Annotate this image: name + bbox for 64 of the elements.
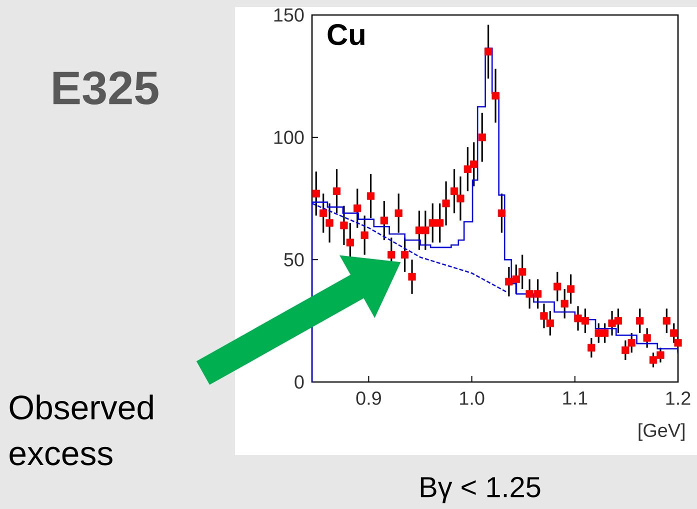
x-axis-title: [GeV] bbox=[638, 423, 684, 441]
point bbox=[380, 216, 388, 224]
y-tick-label: 150 bbox=[274, 8, 304, 22]
x-tick-label: 1.0 bbox=[460, 392, 484, 405]
point bbox=[450, 187, 458, 195]
point bbox=[332, 187, 341, 195]
point bbox=[312, 190, 320, 198]
point bbox=[484, 48, 492, 56]
point bbox=[428, 219, 436, 227]
point bbox=[360, 231, 368, 239]
point bbox=[566, 285, 575, 293]
annotation: Cu bbox=[328, 24, 364, 46]
point bbox=[518, 268, 526, 276]
point bbox=[614, 317, 622, 325]
point bbox=[505, 278, 513, 286]
point bbox=[340, 222, 348, 230]
point bbox=[526, 290, 534, 298]
point bbox=[581, 317, 590, 325]
point bbox=[354, 204, 362, 212]
point bbox=[560, 300, 568, 308]
point bbox=[366, 192, 375, 200]
point bbox=[388, 250, 396, 259]
x-tick-label: 1.2 bbox=[666, 392, 690, 405]
point bbox=[534, 290, 542, 298]
point bbox=[394, 209, 402, 217]
point bbox=[422, 226, 430, 234]
point bbox=[326, 219, 334, 227]
point bbox=[670, 329, 678, 337]
point bbox=[320, 209, 328, 217]
point bbox=[400, 250, 409, 259]
point bbox=[456, 194, 464, 202]
point bbox=[656, 351, 664, 359]
point bbox=[588, 344, 596, 352]
point bbox=[574, 314, 582, 322]
x-tick-label: 1.1 bbox=[563, 392, 588, 405]
text: E325 bbox=[53, 71, 158, 105]
y-tick-label: 0 bbox=[294, 375, 304, 389]
y-tick-label: 50 bbox=[284, 252, 304, 266]
point bbox=[601, 329, 609, 337]
point bbox=[478, 134, 486, 142]
text: Bγ < 1.25 bbox=[420, 476, 540, 504]
point bbox=[608, 319, 616, 328]
point bbox=[540, 312, 548, 320]
text: Observed excess bbox=[10, 394, 153, 466]
point bbox=[662, 317, 670, 325]
point bbox=[674, 339, 682, 347]
point bbox=[636, 317, 644, 325]
y-tick-label: 100 bbox=[274, 130, 304, 144]
point bbox=[546, 319, 554, 328]
point bbox=[554, 282, 562, 290]
point bbox=[346, 238, 354, 246]
point bbox=[628, 339, 636, 347]
x-tick-label: 0.9 bbox=[356, 392, 381, 405]
point bbox=[436, 219, 444, 227]
point bbox=[643, 334, 651, 342]
point bbox=[498, 209, 506, 217]
point bbox=[512, 275, 520, 284]
point bbox=[492, 92, 500, 100]
point bbox=[622, 346, 630, 354]
point bbox=[464, 165, 472, 173]
point bbox=[442, 200, 450, 208]
point bbox=[470, 160, 478, 168]
point bbox=[408, 272, 416, 281]
point bbox=[649, 356, 658, 364]
